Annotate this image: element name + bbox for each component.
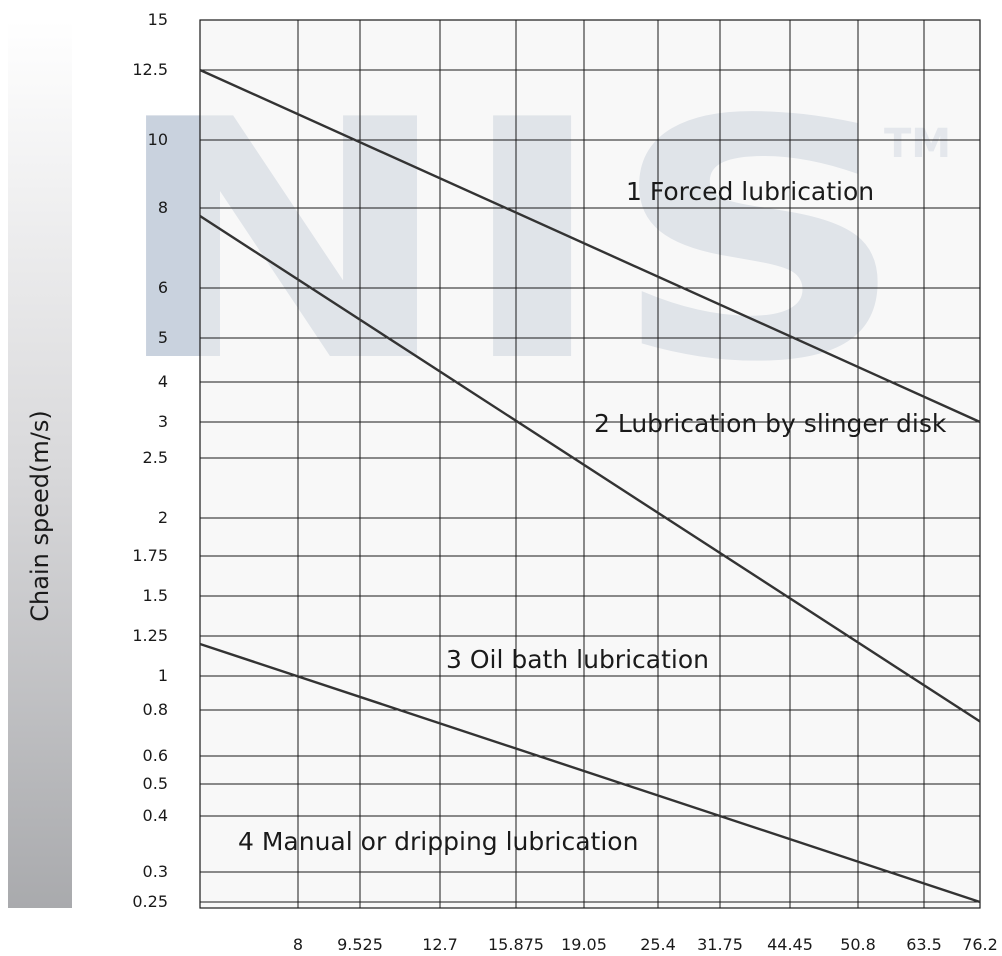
series-label-4: 4 Manual or dripping lubrication <box>238 827 638 856</box>
x-tick-labels: 8 9.525 12.7 15.875 19.05 25.4 31.75 44.45 50.8 6… <box>293 935 998 954</box>
x-tick-label: 31.75 <box>697 935 743 954</box>
y-tick-label: 2 <box>158 508 168 527</box>
x-tick-label: 15.875 <box>488 935 544 954</box>
plot-area <box>200 20 980 908</box>
y-tick-label: 3 <box>158 412 168 431</box>
y-tick-label: 0.8 <box>143 700 168 719</box>
y-tick-label: 4 <box>158 372 168 391</box>
y-tick-label: 1.25 <box>132 626 168 645</box>
series-line-1 <box>199 68 981 424</box>
y-tick-label: 0.6 <box>143 746 168 765</box>
y-tick-label: 8 <box>158 198 168 217</box>
y-tick-label: 12.5 <box>132 60 168 79</box>
y-tick-label: 1.75 <box>132 546 168 565</box>
series-label-1: 1 Forced lubrication <box>626 177 874 206</box>
x-tick-label: 50.8 <box>840 935 876 954</box>
y-tick-label: 1.5 <box>143 586 168 605</box>
x-tick-label: 19.05 <box>561 935 607 954</box>
y-tick-label: 1 <box>158 666 168 685</box>
plot-border <box>199 19 981 909</box>
x-tick-label: 76.2 <box>962 935 998 954</box>
x-tick-label: 9.525 <box>337 935 383 954</box>
series-label-3: 3 Oil bath lubrication <box>446 645 709 674</box>
y-tick-label: 0.4 <box>143 806 168 825</box>
x-tick-label: 25.4 <box>640 935 676 954</box>
series-label-2: 2 Lubrication by slinger disk <box>594 409 947 438</box>
y-tick-label: 2.5 <box>143 448 168 467</box>
series-line-3 <box>199 642 981 904</box>
x-tick-label: 12.7 <box>422 935 458 954</box>
series-lines <box>199 68 981 904</box>
y-tick-labels: 15 12.5 10 8 6 5 4 3 2.5 2 1.75 1.5 1.25 1 0.8 0.6 0.5 0.… <box>132 10 168 911</box>
y-tick-label: 0.25 <box>132 892 168 911</box>
y-tick-label: 0.3 <box>143 862 168 881</box>
y-axis-gradient-bar <box>8 20 72 908</box>
y-tick-label: 5 <box>158 328 168 347</box>
series-labels: 1 Forced lubrication 2 Lubrication by sli… <box>238 177 947 856</box>
x-tick-label: 8 <box>293 935 303 954</box>
y-tick-label: 15 <box>148 10 168 29</box>
x-tick-label: 44.45 <box>767 935 813 954</box>
gridlines <box>200 19 981 908</box>
y-tick-label: 0.5 <box>143 774 168 793</box>
y-tick-label: 10 <box>148 130 168 149</box>
x-tick-label: 63.5 <box>906 935 942 954</box>
series-line-2 <box>199 214 981 723</box>
y-tick-label: 6 <box>158 278 168 297</box>
